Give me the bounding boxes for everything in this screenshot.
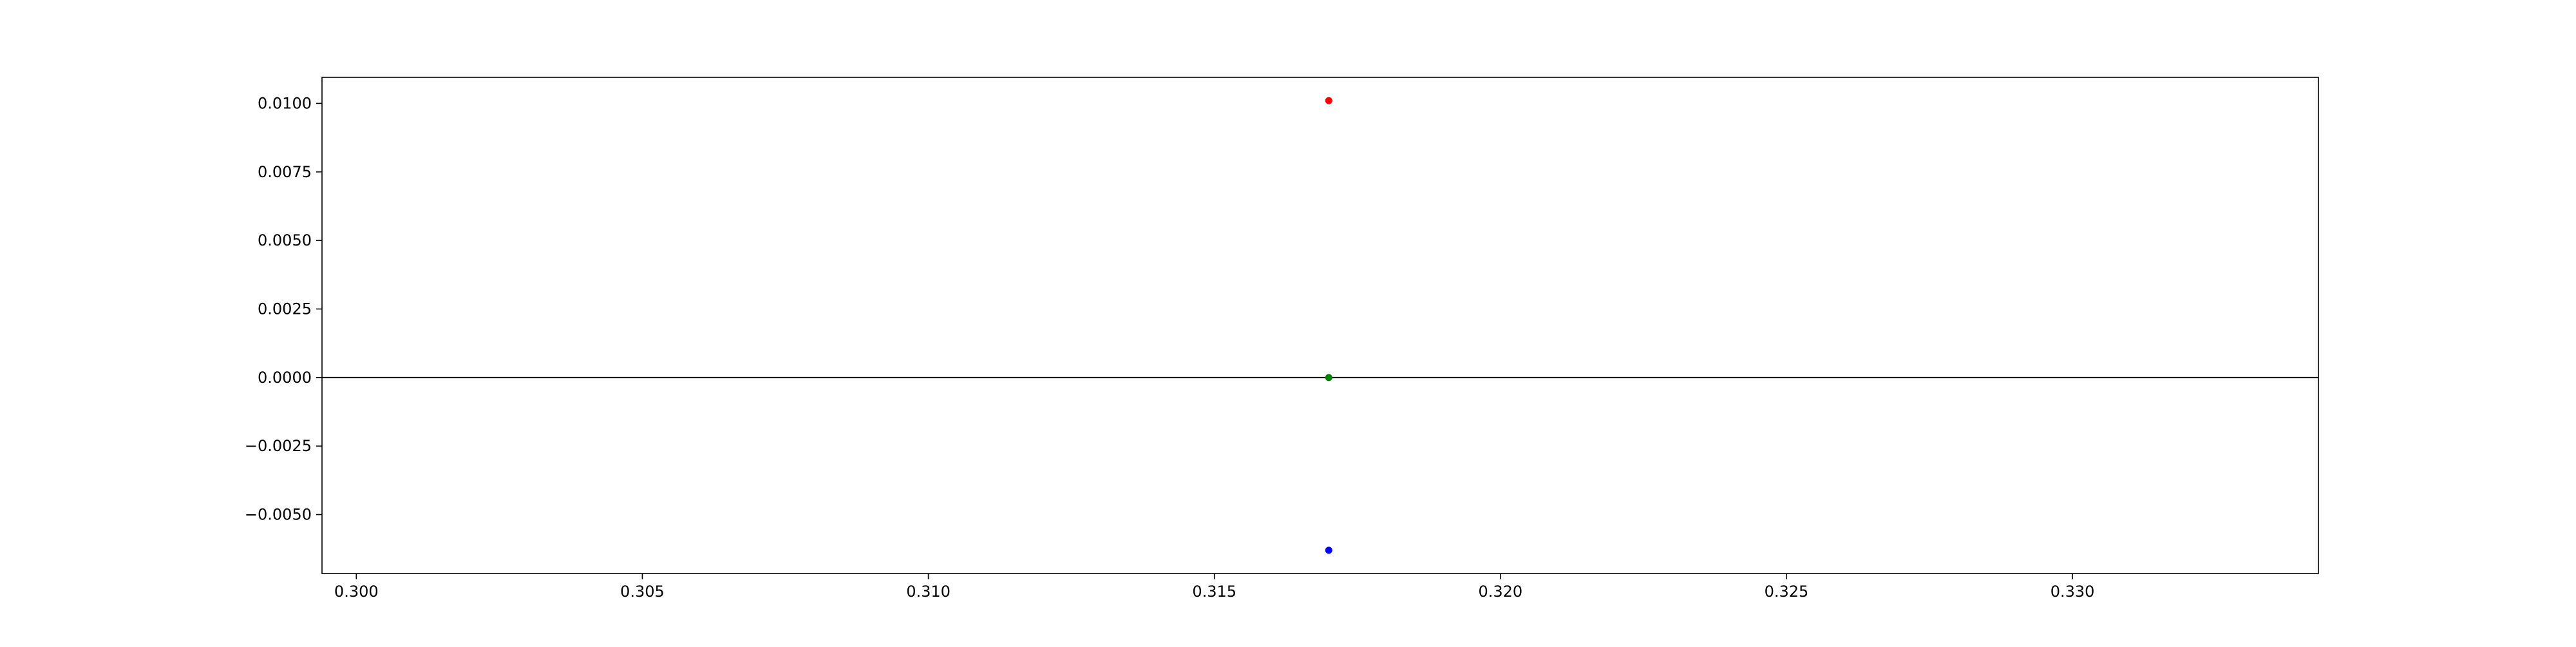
y-tick-label: 0.0000 (258, 369, 312, 387)
data-points (1325, 97, 1332, 554)
x-tick-label: 0.305 (620, 583, 665, 601)
plot-frame (321, 77, 2319, 574)
data-point (1325, 97, 1332, 104)
x-tick-label: 0.320 (1478, 583, 1522, 601)
y-tick-label: 0.0075 (258, 163, 312, 181)
x-tick-label: 0.325 (1765, 583, 1809, 601)
x-tick-label: 0.310 (906, 583, 951, 601)
y-tick-label: 0.0025 (258, 300, 312, 318)
data-point (1325, 374, 1332, 381)
data-point (1325, 546, 1332, 554)
y-tick-label: 0.0050 (258, 231, 312, 249)
plot-background (322, 77, 2318, 574)
x-axis: 0.300 0.305 0.310 0.315 0.320 0.325 0.330 (334, 574, 2094, 601)
y-tick-label: 0.0100 (258, 94, 312, 112)
y-axis: 0.0100 0.0075 0.0050 0.0025 0.0000 −0.0025 −0.… (245, 94, 322, 524)
x-tick-label: 0.300 (334, 583, 379, 601)
y-tick-label: −0.0050 (245, 506, 312, 524)
y-tick-label: −0.0025 (245, 437, 312, 455)
x-tick-label: 0.315 (1192, 583, 1236, 601)
x-tick-label: 0.330 (2050, 583, 2095, 601)
